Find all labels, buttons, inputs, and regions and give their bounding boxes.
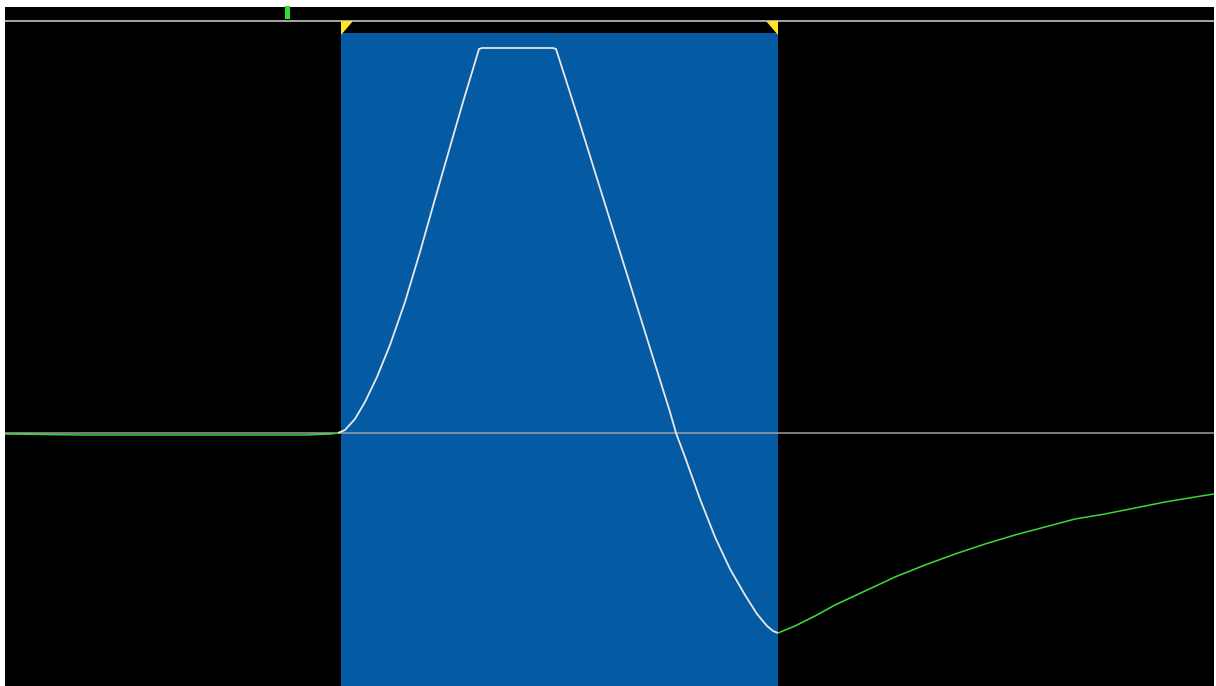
selection-region[interactable] [341, 7, 778, 686]
playhead-marker-icon[interactable] [285, 6, 290, 19]
waveform-trace-left [5, 432, 339, 436]
waveform-trace-right [777, 493, 1214, 634]
selection-start-marker-icon[interactable] [341, 21, 353, 35]
waveform-svg [5, 7, 1214, 686]
selection-top-band [341, 7, 778, 33]
waveform-trace-selected [337, 47, 779, 634]
selection-end-marker-icon[interactable] [766, 21, 778, 35]
